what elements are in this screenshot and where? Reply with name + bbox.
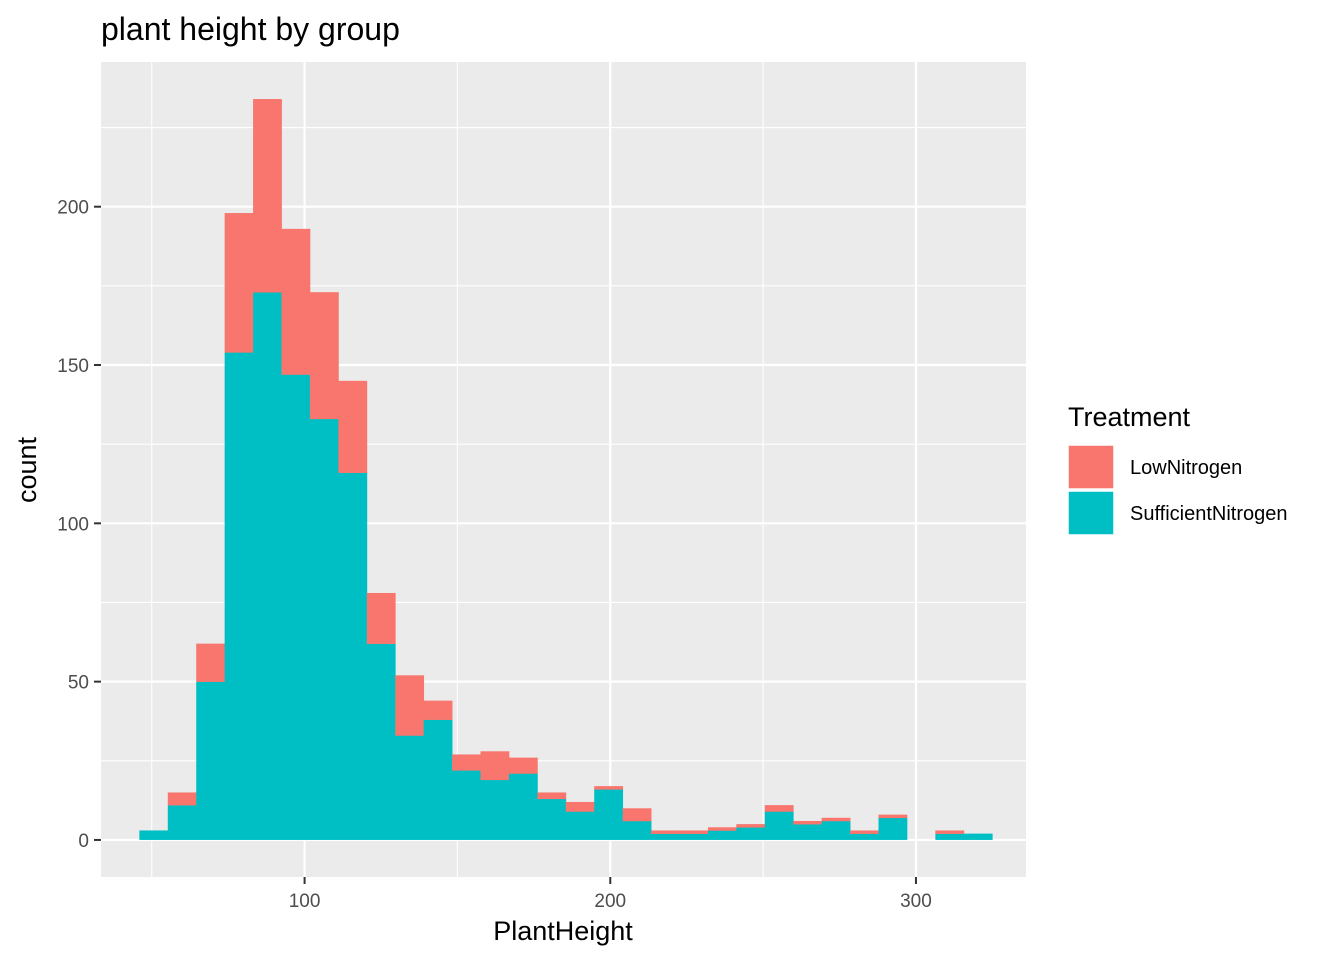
bar-sufficientnitrogen <box>196 681 226 840</box>
legend-label-lownitrogen: LowNitrogen <box>1130 457 1242 479</box>
legend-label-sufficientnitrogen: SufficientNitrogen <box>1130 503 1288 525</box>
bar-lownitrogen <box>651 830 680 834</box>
bar-lownitrogen <box>281 228 311 375</box>
bar-sufficientnitrogen <box>167 805 197 840</box>
bar-lownitrogen <box>253 99 282 293</box>
bar-lownitrogen <box>423 700 453 720</box>
bar-lownitrogen <box>452 754 481 771</box>
legend-item-sufficientnitrogen: SufficientNitrogen <box>1067 490 1288 536</box>
bar-sufficientnitrogen <box>565 811 595 840</box>
bar-lownitrogen <box>679 830 709 834</box>
bar-lownitrogen <box>565 801 595 812</box>
bar-sufficientnitrogen <box>423 719 453 840</box>
histogram-bars <box>139 99 993 840</box>
bar-sufficientnitrogen <box>651 833 680 840</box>
bar-lownitrogen <box>309 292 339 420</box>
bar-lownitrogen <box>622 808 652 822</box>
bar-sufficientnitrogen <box>253 292 282 840</box>
bar-sufficientnitrogen <box>707 830 737 840</box>
bar-sufficientnitrogen <box>281 374 311 840</box>
bar-sufficientnitrogen <box>935 833 965 840</box>
legend-swatch-lownitrogen <box>1067 444 1115 490</box>
bar-sufficientnitrogen <box>679 833 709 840</box>
bar-lownitrogen <box>338 380 368 473</box>
bar-lownitrogen <box>878 814 908 819</box>
bar-sufficientnitrogen <box>821 820 851 840</box>
y-tick-label: 200 <box>57 198 89 219</box>
chart-title: plant height by group <box>101 11 400 47</box>
bar-lownitrogen <box>935 830 965 834</box>
bar-sufficientnitrogen <box>480 779 510 840</box>
legend-item-lownitrogen: LowNitrogen <box>1067 444 1242 490</box>
y-tick-label: 150 <box>57 356 89 377</box>
bar-sufficientnitrogen <box>793 824 823 840</box>
bar-lownitrogen <box>480 751 510 781</box>
bar-lownitrogen <box>167 792 197 806</box>
bar-sufficientnitrogen <box>508 773 538 840</box>
bar-sufficientnitrogen <box>309 418 339 840</box>
y-axis: 0 50 100 150 200 <box>57 198 101 852</box>
bar-sufficientnitrogen <box>224 352 254 840</box>
x-tick-label: 300 <box>900 891 932 912</box>
bar-lownitrogen <box>850 830 879 834</box>
bar-lownitrogen <box>793 820 823 825</box>
bar-sufficientnitrogen <box>594 789 624 840</box>
bar-lownitrogen <box>594 786 624 790</box>
bar-sufficientnitrogen <box>366 643 396 840</box>
y-axis-title: count <box>12 436 42 503</box>
legend: Treatment LowNitrogen SufficientNitrogen <box>1067 402 1288 536</box>
bar-sufficientnitrogen <box>963 833 993 840</box>
x-axis-title: PlantHeight <box>493 916 633 946</box>
legend-swatch-sufficientnitrogen <box>1067 490 1115 536</box>
bar-lownitrogen <box>537 792 567 800</box>
x-axis: 100 200 300 <box>289 877 932 912</box>
bar-sufficientnitrogen <box>850 833 879 840</box>
legend-title: Treatment <box>1068 402 1191 432</box>
y-tick-label: 50 <box>68 673 89 694</box>
x-tick-label: 200 <box>594 891 626 912</box>
bar-lownitrogen <box>821 817 851 822</box>
bar-lownitrogen <box>224 213 254 353</box>
bar-sufficientnitrogen <box>139 830 169 840</box>
bar-lownitrogen <box>736 824 766 828</box>
x-tick-label: 100 <box>289 891 321 912</box>
bar-sufficientnitrogen <box>878 817 908 840</box>
y-tick-label: 0 <box>78 831 89 852</box>
bar-sufficientnitrogen <box>622 820 652 840</box>
bar-lownitrogen <box>366 592 396 644</box>
y-tick-label: 100 <box>57 514 89 535</box>
bar-sufficientnitrogen <box>736 827 766 840</box>
bar-lownitrogen <box>508 757 538 774</box>
bar-lownitrogen <box>196 643 226 682</box>
bar-lownitrogen <box>707 827 737 831</box>
bar-sufficientnitrogen <box>537 798 567 840</box>
bar-sufficientnitrogen <box>764 811 794 840</box>
bar-sufficientnitrogen <box>338 472 368 840</box>
bar-sufficientnitrogen <box>395 735 425 840</box>
bar-lownitrogen <box>764 805 794 812</box>
bar-lownitrogen <box>395 675 425 736</box>
bar-sufficientnitrogen <box>452 770 481 840</box>
